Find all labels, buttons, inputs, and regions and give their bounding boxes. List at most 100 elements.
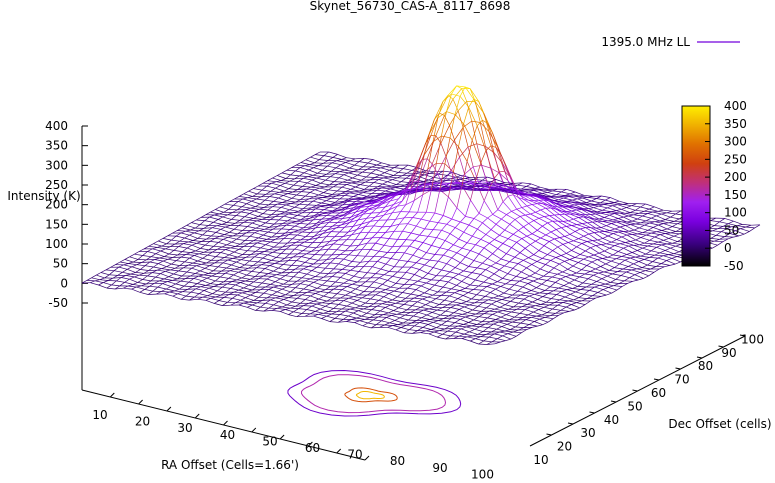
mesh-line <box>448 244 454 251</box>
mesh-line <box>206 277 216 282</box>
mesh-line <box>611 211 620 214</box>
mesh-line <box>361 176 367 181</box>
x-tick-mark <box>336 448 342 454</box>
mesh-line <box>422 242 432 246</box>
mesh-line <box>343 300 353 304</box>
mesh-line <box>419 320 426 323</box>
mesh-line <box>554 238 564 245</box>
mesh-line <box>666 210 673 214</box>
mesh-line <box>461 161 468 186</box>
mesh-line <box>400 272 407 279</box>
mesh-line <box>259 208 268 211</box>
mesh-line <box>439 187 446 190</box>
mesh-line <box>424 264 434 268</box>
mesh-line <box>632 234 642 238</box>
mesh-line <box>498 172 505 187</box>
mesh-line <box>435 314 441 319</box>
mesh-line <box>185 230 195 234</box>
mesh-line <box>94 280 104 283</box>
mesh-line <box>315 154 325 156</box>
mesh-line <box>656 213 662 217</box>
mesh-line <box>367 207 374 211</box>
mesh-line <box>341 239 347 245</box>
mesh-line <box>283 234 289 239</box>
mesh-line <box>223 294 230 298</box>
mesh-line <box>559 204 565 207</box>
mesh-line <box>436 237 446 241</box>
mesh-line <box>341 206 347 210</box>
mesh-line <box>584 271 591 275</box>
mesh-line <box>432 260 439 268</box>
mesh-line <box>455 227 464 233</box>
mesh-line <box>473 253 480 261</box>
mesh-line <box>425 189 432 213</box>
mesh-line <box>559 299 569 302</box>
mesh-line <box>218 297 225 301</box>
mesh-line <box>194 253 200 256</box>
mesh-line <box>161 245 171 248</box>
mesh-line <box>342 231 349 237</box>
mesh-line <box>533 194 539 196</box>
mesh-line <box>453 244 463 249</box>
mesh-line <box>318 313 327 317</box>
mesh-line <box>323 225 333 228</box>
mesh-line <box>416 262 425 266</box>
mesh-line <box>559 214 569 222</box>
mesh-line <box>444 299 453 303</box>
mesh-line <box>629 209 636 213</box>
mesh-line <box>339 195 345 200</box>
mesh-line <box>352 207 358 212</box>
mesh-line <box>451 207 458 220</box>
mesh-line <box>223 297 233 299</box>
mesh-line <box>224 234 233 237</box>
mesh-line <box>107 277 114 281</box>
mesh-line <box>389 271 398 273</box>
mesh-line <box>183 264 189 269</box>
mesh-line <box>134 274 140 278</box>
mesh-line <box>188 264 197 267</box>
mesh-line <box>225 225 231 228</box>
mesh-line <box>291 221 297 224</box>
mesh-line <box>176 256 182 261</box>
mesh-line <box>216 224 222 227</box>
mesh-line <box>557 243 564 248</box>
mesh-line <box>445 338 454 340</box>
mesh-line <box>240 209 246 213</box>
mesh-line <box>321 300 328 304</box>
mesh-line <box>574 276 580 281</box>
mesh-line <box>277 223 283 227</box>
mesh-line <box>535 195 541 198</box>
mesh-line <box>170 269 179 272</box>
mesh-line <box>427 273 437 277</box>
mesh-line <box>201 262 207 265</box>
mesh-line <box>614 267 624 270</box>
mesh-line <box>375 273 385 276</box>
mesh-line <box>147 290 154 295</box>
mesh-line <box>542 258 551 261</box>
mesh-line <box>284 256 294 259</box>
mesh-line <box>611 239 617 243</box>
mesh-line <box>246 274 256 277</box>
mesh-line <box>468 224 478 230</box>
mesh-line <box>612 251 619 256</box>
mesh-line <box>467 242 476 246</box>
mesh-line <box>317 213 324 217</box>
mesh-line <box>562 221 572 226</box>
mesh-line <box>337 206 347 209</box>
mesh-line <box>306 186 312 190</box>
mesh-line <box>358 217 367 221</box>
mesh-line <box>590 227 600 233</box>
mesh-line <box>229 251 235 256</box>
x-tick-mark <box>308 441 313 447</box>
mesh-line <box>336 249 346 252</box>
mesh-line <box>449 227 456 234</box>
mesh-line <box>439 330 448 332</box>
mesh-line <box>436 135 442 164</box>
mesh-line <box>540 304 550 306</box>
mesh-line <box>204 267 214 272</box>
mesh-line <box>426 252 435 255</box>
mesh-line <box>323 248 329 256</box>
mesh-line <box>666 212 676 215</box>
mesh-line <box>607 254 614 258</box>
mesh-line <box>373 300 380 305</box>
